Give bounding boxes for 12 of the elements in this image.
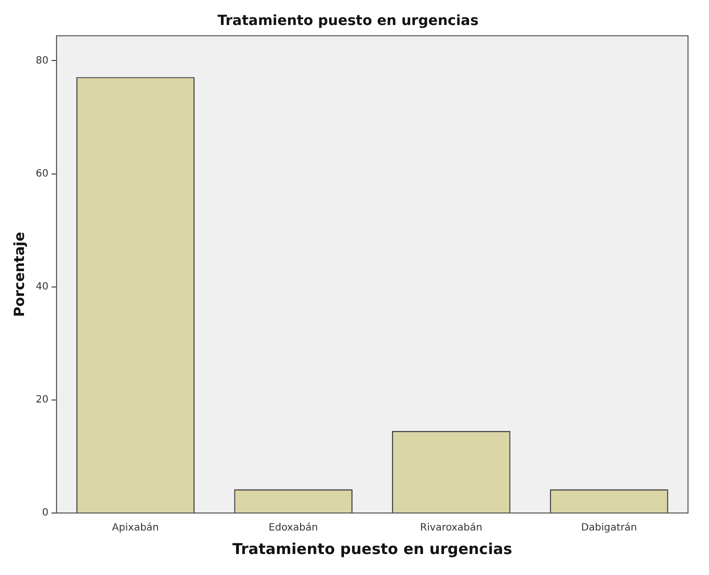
x-tick-label: Edoxabán <box>268 522 318 534</box>
y-tick-label: 60 <box>36 168 49 180</box>
y-axis-title: Porcentaje <box>12 232 28 317</box>
x-axis-title: Tratamiento puesto en urgencias <box>232 540 512 558</box>
y-tick-label: 40 <box>36 281 49 292</box>
x-tick-label: Dabigatrán <box>581 522 638 534</box>
y-tick-label: 0 <box>42 508 49 519</box>
x-tick-label: Apixabán <box>112 522 159 534</box>
x-tick-label: Rivaroxabán <box>420 522 482 534</box>
y-tick-label: 20 <box>36 394 49 406</box>
y-tick-label: 80 <box>36 55 49 66</box>
chart-title: Tratamiento puesto en urgencias <box>217 13 479 30</box>
